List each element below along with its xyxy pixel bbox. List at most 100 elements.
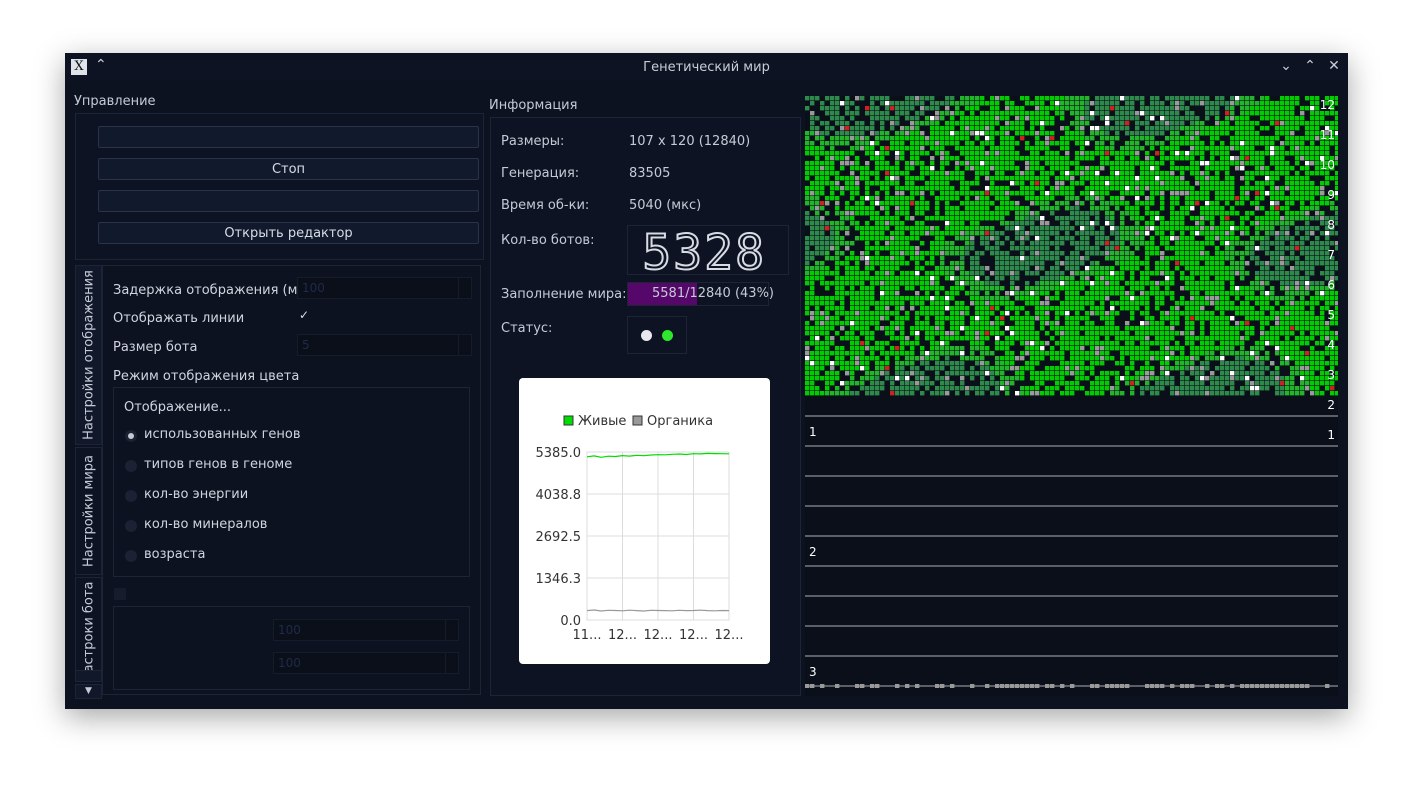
radio-gene-types[interactable] xyxy=(125,460,137,472)
world-cell xyxy=(1050,346,1055,351)
world-cell xyxy=(1115,301,1120,306)
bot-size-spinbox[interactable]: 5 xyxy=(297,334,472,356)
world-cell xyxy=(895,316,900,321)
world-cell xyxy=(885,236,890,241)
world-cell xyxy=(980,201,985,206)
title-bar[interactable]: X ⌃ Генетический мир ⌄ ⌃ ✕ xyxy=(65,53,1348,81)
world-view[interactable]: 12 11 10 9 8 7 6 5 4 3 2 1 1 2 3 xyxy=(805,96,1340,696)
world-cell xyxy=(1035,196,1040,201)
world-cell xyxy=(1100,166,1105,171)
disabled-field-1-arrows[interactable] xyxy=(445,620,458,640)
world-cell xyxy=(810,191,815,196)
tab-scroll-down-button[interactable]: ▼ xyxy=(75,684,102,699)
world-cell xyxy=(1075,346,1080,351)
world-cell xyxy=(1075,206,1080,211)
x-app-icon[interactable]: X xyxy=(71,59,87,75)
world-cell xyxy=(1055,226,1060,231)
disabled-field-2-arrows[interactable] xyxy=(445,653,458,673)
world-cell xyxy=(1005,361,1010,366)
world-cell xyxy=(1080,211,1085,216)
tab-world-settings[interactable]: Настройки мира xyxy=(75,447,102,575)
delay-spinbox[interactable]: 100 xyxy=(297,277,472,299)
world-cell xyxy=(1100,286,1105,291)
world-cell xyxy=(1250,281,1255,286)
radio-minerals[interactable] xyxy=(125,520,137,532)
world-cell xyxy=(1115,196,1120,201)
world-cell xyxy=(865,241,870,246)
world-cell xyxy=(825,321,830,326)
world-cell xyxy=(1135,371,1140,376)
radio-used-genes-label[interactable]: использованных генов xyxy=(144,427,301,442)
bot-size-spin-arrows[interactable] xyxy=(458,335,471,355)
world-cell xyxy=(1005,106,1010,111)
start-button[interactable] xyxy=(98,126,479,148)
world-cell xyxy=(1190,331,1195,336)
delay-spin-arrows[interactable] xyxy=(458,278,471,298)
world-cell xyxy=(935,116,940,121)
world-cell xyxy=(1190,301,1195,306)
world-cell xyxy=(975,306,980,311)
tab-display-settings[interactable]: Настройки отображения xyxy=(75,265,102,445)
world-cell xyxy=(1110,271,1115,276)
world-cell xyxy=(1210,236,1215,241)
world-cell xyxy=(930,231,935,236)
disabled-field-1[interactable]: 100 xyxy=(273,619,459,641)
world-cell xyxy=(870,266,875,271)
stop-button[interactable]: Стоп xyxy=(98,158,479,180)
world-cell xyxy=(955,146,960,151)
world-cell xyxy=(1225,266,1230,271)
world-cell xyxy=(900,381,905,386)
radio-age[interactable] xyxy=(125,550,137,562)
radio-age-label[interactable]: возраста xyxy=(144,547,206,562)
tab-scroll-up-button[interactable] xyxy=(75,670,102,682)
chevron-up-icon[interactable]: ⌃ xyxy=(1304,58,1316,74)
chevron-down-icon[interactable]: ⌄ xyxy=(1280,58,1292,74)
world-cell xyxy=(1005,141,1010,146)
world-cell xyxy=(1165,346,1170,351)
world-cell xyxy=(1135,226,1140,231)
radio-energy[interactable] xyxy=(125,490,137,502)
world-cell xyxy=(1230,281,1235,286)
disabled-option-checkbox[interactable] xyxy=(114,588,126,600)
world-cell xyxy=(1295,231,1300,236)
world-cell xyxy=(1230,226,1235,231)
world-cell xyxy=(1215,316,1220,321)
show-lines-checkbox[interactable]: ✓ xyxy=(299,308,310,322)
close-icon[interactable]: ✕ xyxy=(1328,58,1340,74)
radio-minerals-label[interactable]: кол-во минералов xyxy=(144,517,268,532)
world-cell xyxy=(1100,306,1105,311)
world-cell xyxy=(1210,301,1215,306)
double-chevron-up-icon[interactable]: ⌃ xyxy=(95,57,107,73)
step-button[interactable] xyxy=(98,190,479,212)
radio-used-genes[interactable] xyxy=(125,430,137,442)
tab-bot-settings[interactable]: астроки бота xyxy=(75,577,102,677)
world-cell xyxy=(1330,266,1335,271)
open-editor-button[interactable]: Открыть редактор xyxy=(98,222,479,244)
world-cell xyxy=(1040,291,1045,296)
world-cell xyxy=(865,161,870,166)
disabled-field-2[interactable]: 100 xyxy=(273,652,459,674)
world-cell xyxy=(895,276,900,281)
radio-gene-types-label[interactable]: типов генов в геноме xyxy=(144,457,293,472)
world-cell xyxy=(1290,271,1295,276)
world-cell xyxy=(920,121,925,126)
world-cell xyxy=(1185,236,1190,241)
world-cell xyxy=(1330,131,1335,136)
world-cell xyxy=(875,216,880,221)
world-cell xyxy=(1300,191,1305,196)
world-cell xyxy=(1125,211,1130,216)
world-cell xyxy=(1120,156,1125,161)
world-cell xyxy=(825,271,830,276)
world-cell xyxy=(900,141,905,146)
world-cell xyxy=(1170,271,1175,276)
world-cell xyxy=(1260,216,1265,221)
world-cell xyxy=(815,231,820,236)
world-cell xyxy=(915,376,920,381)
world-cell xyxy=(840,356,845,361)
radio-energy-label[interactable]: кол-во энергии xyxy=(144,487,249,502)
world-cell xyxy=(925,281,930,286)
world-cell xyxy=(1100,236,1105,241)
world-cell xyxy=(1060,251,1065,256)
world-cell xyxy=(910,136,915,141)
